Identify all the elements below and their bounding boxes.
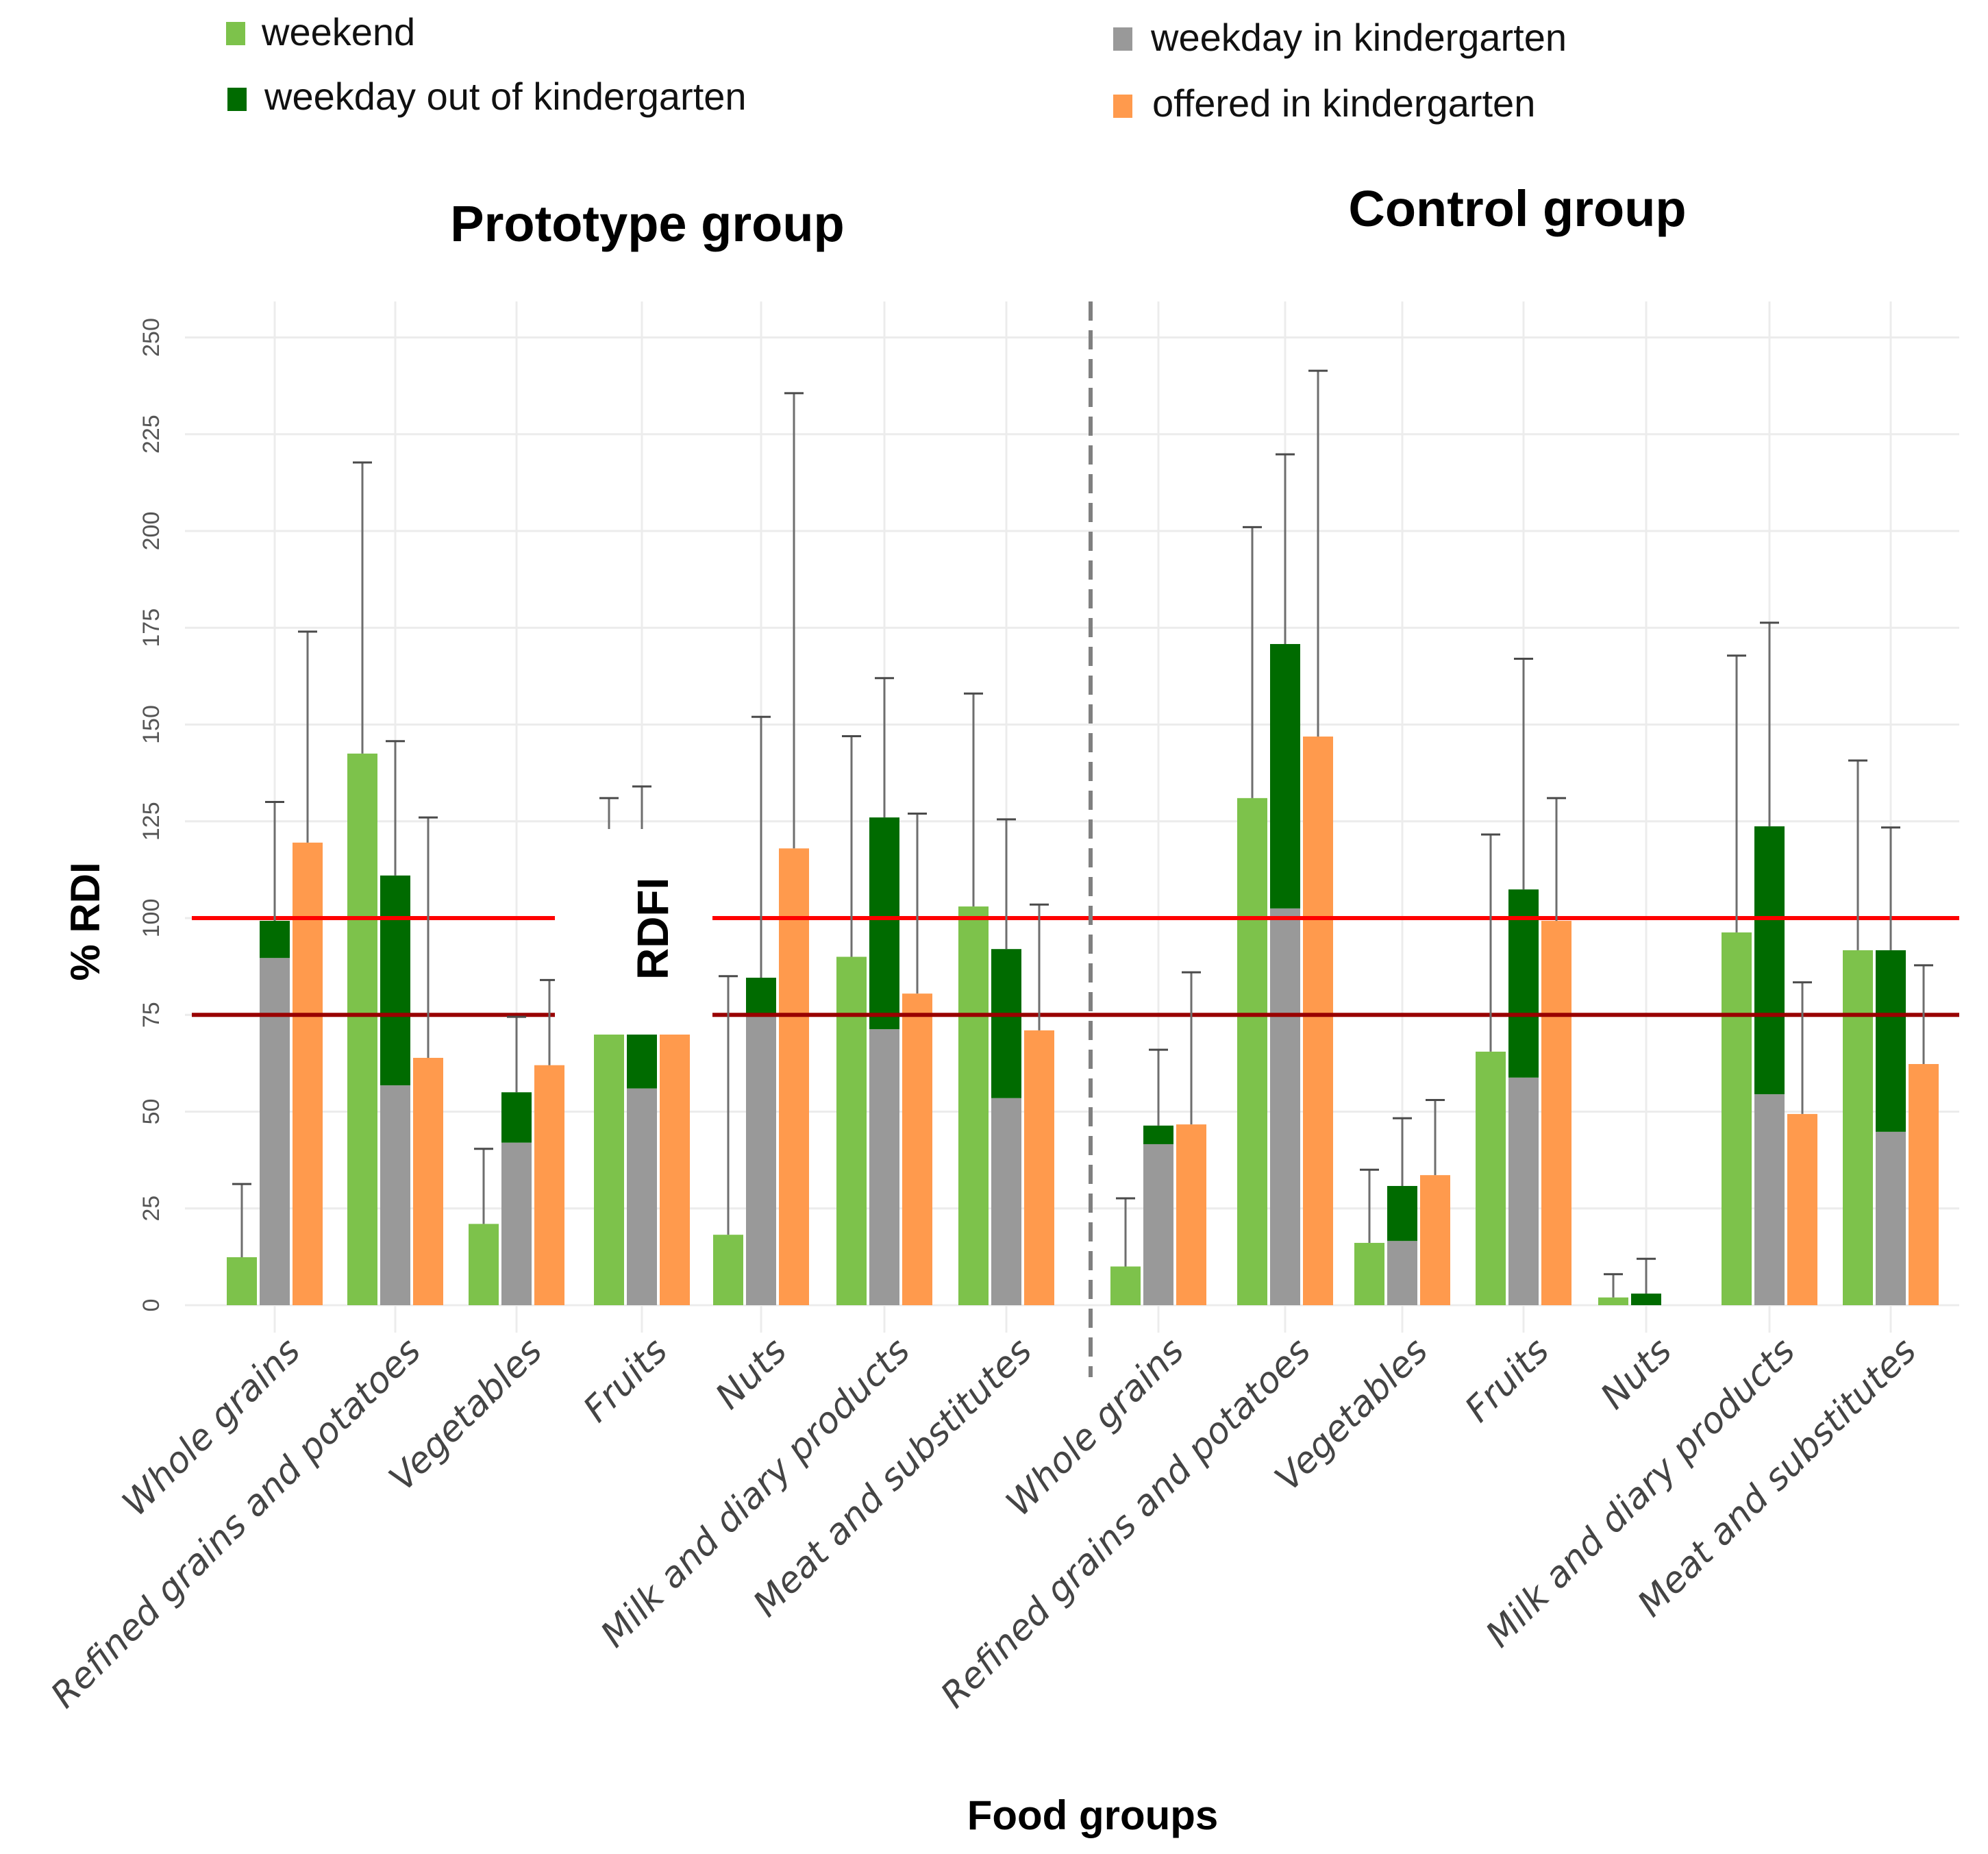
reference-lines <box>192 916 1959 1017</box>
bar-weekday-in <box>627 1088 657 1305</box>
x-tick-label: Fruits <box>1457 1331 1557 1431</box>
legend-label-offered: offered in kindergarten <box>1152 82 1535 125</box>
bar-weekday-in <box>991 1098 1021 1305</box>
bar-weekday-out <box>1876 950 1906 1132</box>
panel-title-prototype: Prototype group <box>450 195 845 252</box>
bar-weekday-in <box>380 1085 410 1305</box>
bar-weekend <box>469 1224 499 1305</box>
rdfi-label: RDFI <box>628 878 678 980</box>
bar-weekday-in <box>1876 1131 1906 1305</box>
bars <box>227 643 1939 1305</box>
legend-swatch-weekday-in <box>1113 27 1132 51</box>
legend-label-weekday-in: weekday in kindergarten <box>1150 16 1567 59</box>
y-tick-label: 150 <box>138 705 164 744</box>
y-axis-title: % RDI <box>62 862 108 980</box>
bar-weekend <box>1110 1266 1141 1305</box>
bar-weekend <box>1598 1297 1628 1305</box>
bar-weekday-out <box>1631 1294 1661 1305</box>
bar-weekday-in <box>1387 1241 1417 1305</box>
y-tick-label: 175 <box>138 608 164 647</box>
bar-weekday-out <box>1387 1185 1417 1241</box>
bar-offered <box>902 993 932 1305</box>
bar-weekend <box>958 906 989 1305</box>
bar-offered <box>1787 1113 1817 1305</box>
legend: weekend weekday out of kindergarten week… <box>226 10 1567 125</box>
y-tick-label: 25 <box>138 1196 164 1222</box>
bar-weekday-out <box>380 875 410 1086</box>
bar-weekday-in <box>501 1142 532 1305</box>
gridlines <box>185 301 1959 1333</box>
y-tick-label: 0 <box>138 1299 164 1312</box>
bar-weekday-in <box>260 958 290 1305</box>
error-bars <box>232 369 1933 1298</box>
panel-title-control: Control group <box>1348 180 1686 237</box>
bar-weekday-out <box>1143 1125 1173 1144</box>
bar-weekday-in <box>746 1017 776 1305</box>
bar-weekend <box>594 1009 624 1305</box>
x-tick-label: Fruits <box>575 1331 675 1431</box>
bar-weekend <box>836 956 867 1305</box>
legend-swatch-offered <box>1113 95 1132 118</box>
bar-offered <box>1176 1124 1206 1305</box>
bar-weekday-in <box>869 1029 899 1305</box>
y-tick-label: 250 <box>138 318 164 357</box>
y-tick-label: 200 <box>138 512 164 551</box>
y-tick-label: 75 <box>138 1002 164 1028</box>
bar-weekend <box>1354 1243 1384 1305</box>
bar-weekend <box>1843 950 1873 1305</box>
y-tick-label: 50 <box>138 1099 164 1125</box>
rdfi-label-background <box>555 829 712 1035</box>
bar-weekend <box>1476 1051 1506 1305</box>
bar-offered <box>1909 1064 1939 1305</box>
bar-weekday-out <box>501 1092 532 1143</box>
bar-offered <box>1303 737 1333 1305</box>
x-axis-title: Food groups <box>967 1792 1219 1838</box>
bar-offered <box>413 1057 443 1305</box>
bar-offered <box>1541 920 1571 1305</box>
bar-offered <box>293 842 323 1305</box>
y-tick-label: 125 <box>138 802 164 841</box>
bar-weekday-out <box>869 817 899 1030</box>
bar-weekend <box>347 753 377 1305</box>
bar-offered <box>660 1027 690 1305</box>
legend-swatch-weekend <box>226 22 245 45</box>
bar-weekend <box>1722 932 1752 1305</box>
y-axis-ticks: 0 25 50 75 100 125 150 175 200 225 250 <box>138 318 164 1311</box>
bar-weekday-in <box>1754 1094 1785 1305</box>
bar-offered <box>1420 1175 1450 1305</box>
bar-weekday-in <box>1270 908 1300 1305</box>
bar-weekday-in <box>1508 1077 1539 1305</box>
bar-weekend <box>1237 798 1267 1305</box>
bar-offered <box>779 848 809 1305</box>
bar-weekday-out <box>1508 889 1539 1078</box>
y-tick-label: 100 <box>138 899 164 938</box>
bar-offered <box>1024 1030 1054 1305</box>
bar-weekend <box>713 1235 743 1305</box>
bar-weekday-out <box>260 920 290 959</box>
y-tick-label: 225 <box>138 415 164 454</box>
bar-weekday-out <box>991 949 1021 1098</box>
legend-swatch-weekday-out <box>227 88 247 111</box>
bar-weekday-out <box>1270 643 1300 909</box>
bar-weekday-in <box>1143 1144 1173 1305</box>
x-tick-label: Nuts <box>1593 1331 1680 1418</box>
legend-label-weekday-out: weekday out of kindergarten <box>264 75 747 118</box>
bar-weekday-out <box>746 978 776 1017</box>
bar-offered <box>534 1065 564 1305</box>
legend-label-weekend: weekend <box>261 10 415 53</box>
bar-weekday-out <box>1754 826 1785 1095</box>
x-tick-label: Nuts <box>708 1331 795 1418</box>
bar-weekend <box>227 1257 257 1305</box>
